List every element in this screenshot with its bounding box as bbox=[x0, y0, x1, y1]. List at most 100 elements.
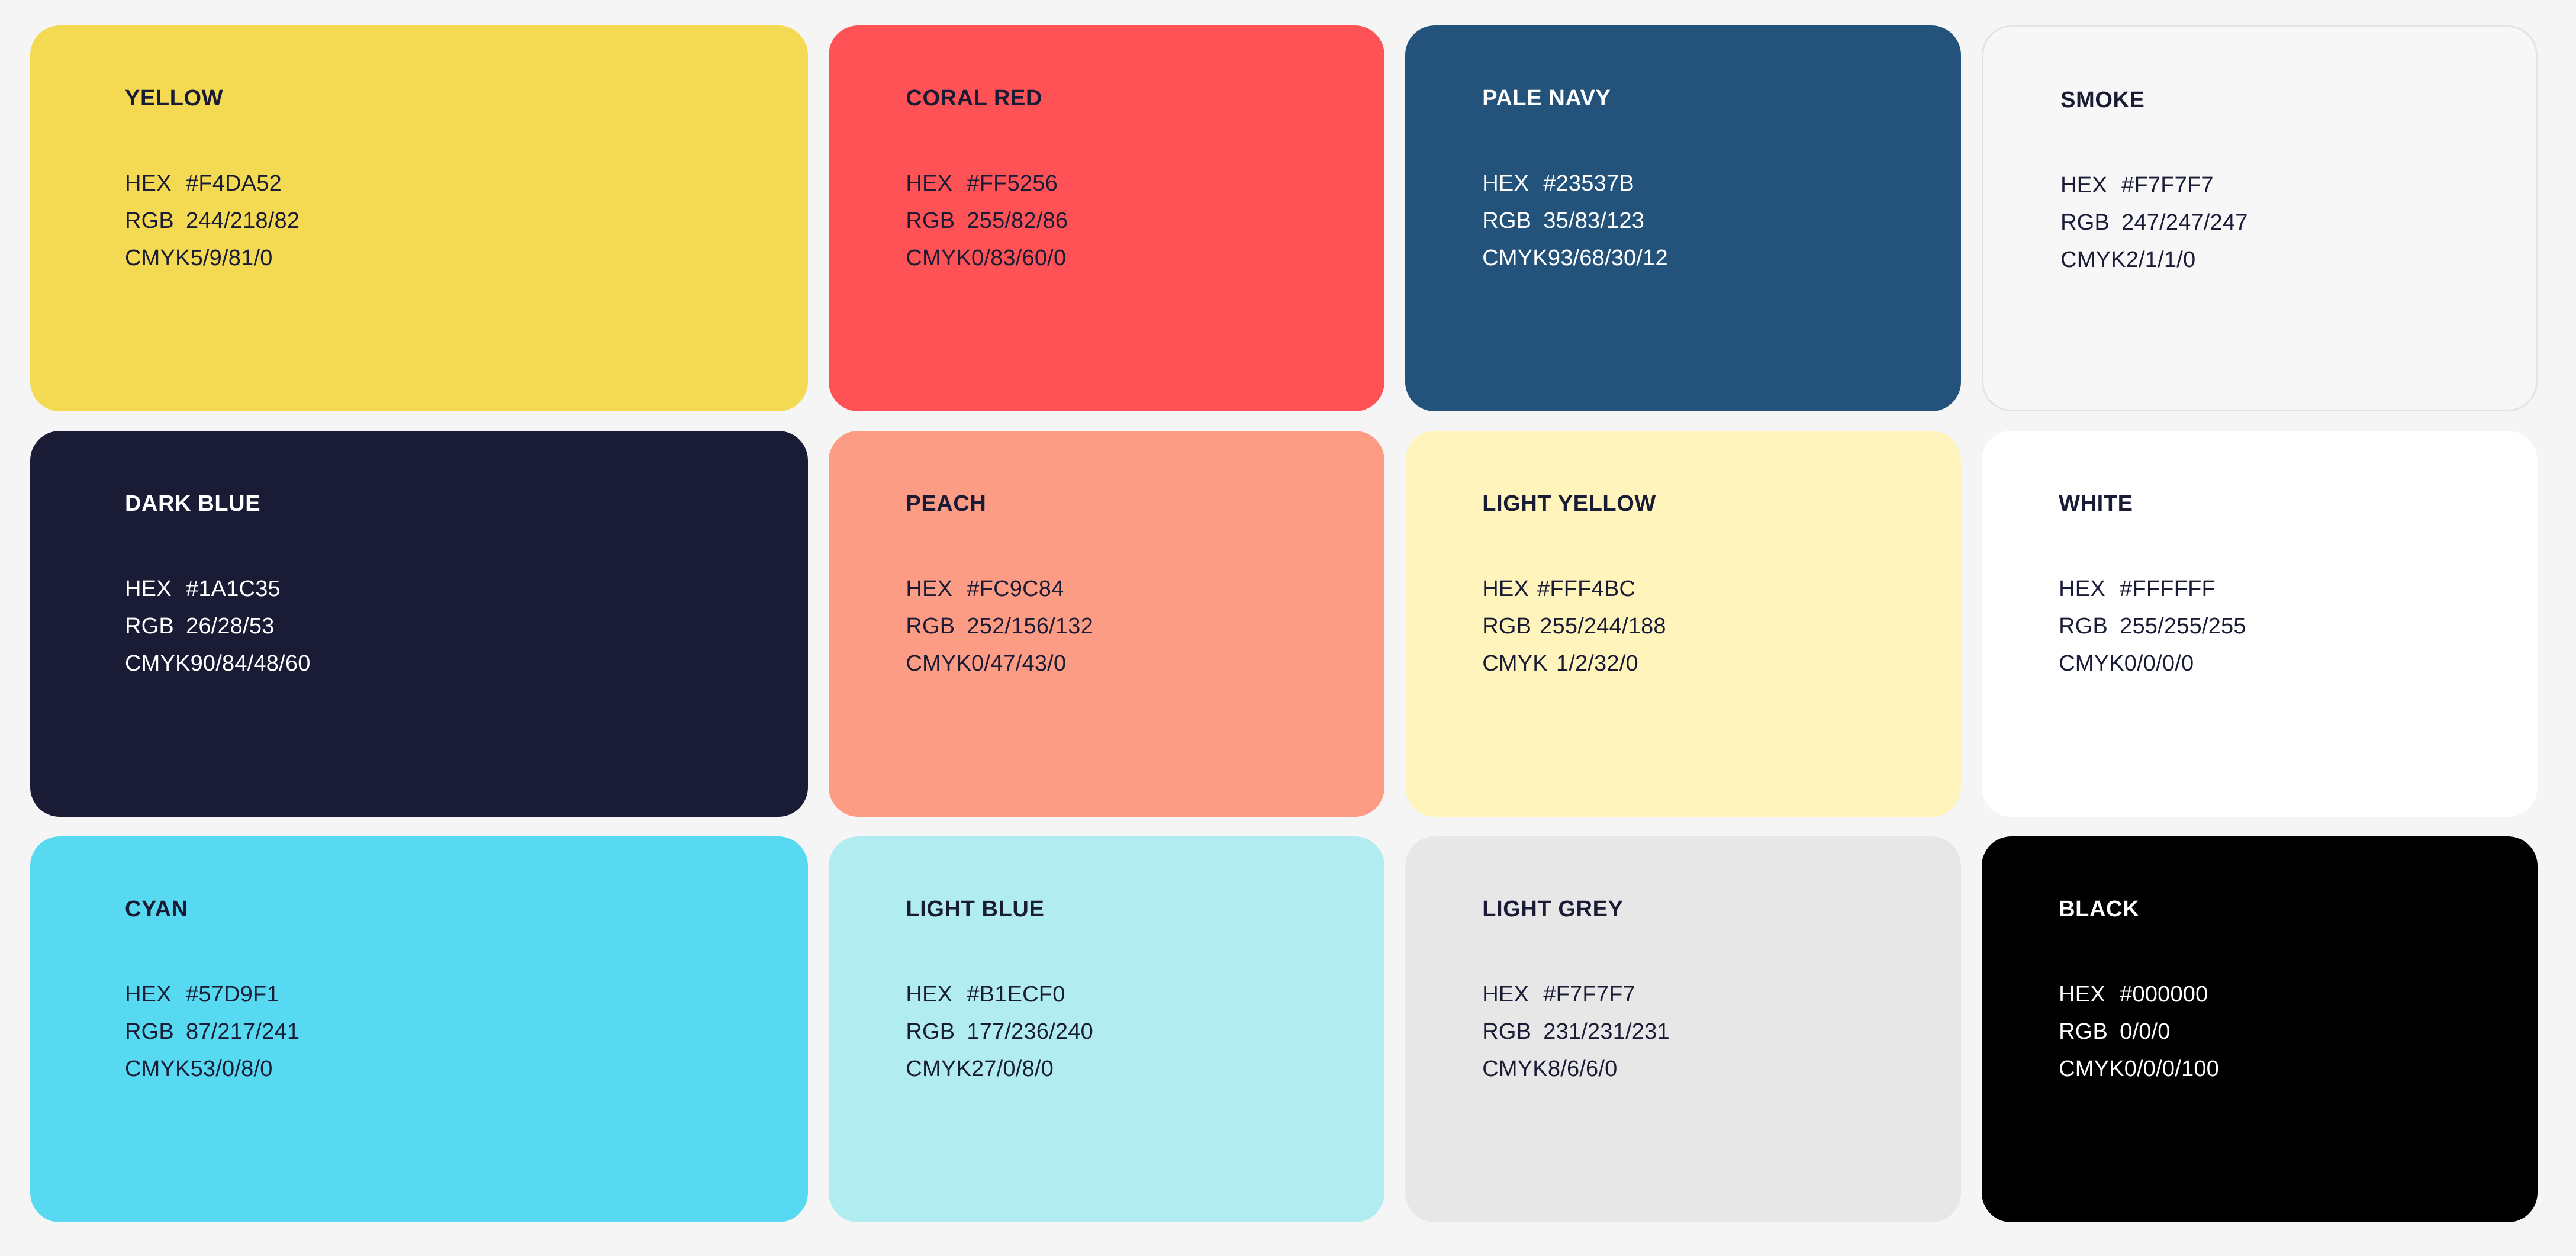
cmyk-label: CMYK bbox=[906, 246, 971, 270]
hex-label: HEX bbox=[1482, 982, 1529, 1007]
color-swatch-card: YELLOW HEX #F4DA52 RGB 244/218/82 CMYK5/9/… bbox=[30, 25, 809, 411]
hex-row: HEX #FC9C84 bbox=[906, 571, 1349, 608]
cmyk-row: CMYK0/0/0/0 bbox=[2059, 645, 2502, 682]
hex-value: #57D9F1 bbox=[186, 982, 279, 1007]
rgb-label: RGB bbox=[906, 614, 955, 639]
rgb-label: RGB bbox=[2060, 210, 2110, 235]
hex-value: #FFF4BC bbox=[1537, 577, 1636, 601]
cmyk-row: CMYK2/1/1/0 bbox=[2060, 241, 2500, 279]
hex-row: HEX #23537B bbox=[1482, 165, 1925, 202]
rgb-label: RGB bbox=[1482, 1019, 1532, 1044]
cmyk-value: 0/0/0/0 bbox=[2124, 651, 2194, 676]
cmyk-label: CMYK bbox=[1482, 1057, 1548, 1081]
cmyk-value: 0/0/0/100 bbox=[2124, 1057, 2219, 1081]
rgb-row: RGB 87/217/241 bbox=[125, 1013, 772, 1051]
hex-row: HEX #FF5256 bbox=[906, 165, 1349, 202]
rgb-value: 247/247/247 bbox=[2121, 210, 2248, 235]
swatch-name: CORAL RED bbox=[906, 86, 1043, 111]
cmyk-value: 8/6/6/0 bbox=[1547, 1057, 1618, 1081]
cmyk-row: CMYK0/47/43/0 bbox=[906, 645, 1349, 682]
hex-value: #000000 bbox=[2120, 982, 2208, 1007]
color-swatch-card: LIGHT BLUE HEX #B1ECF0 RGB 177/236/240 CMY… bbox=[829, 836, 1385, 1222]
color-swatch-card: BLACK HEX #000000 RGB 0/0/0 CMYK0/0/0/100 bbox=[1982, 836, 2538, 1222]
hex-label: HEX bbox=[2060, 173, 2107, 198]
hex-label: HEX bbox=[125, 982, 172, 1007]
hex-row: HEX #FFF4BC bbox=[1482, 571, 1925, 608]
cmyk-label: CMYK bbox=[906, 651, 971, 676]
swatch-name: PALE NAVY bbox=[1482, 86, 1611, 111]
hex-label: HEX bbox=[906, 577, 953, 601]
rgb-label: RGB bbox=[125, 208, 174, 233]
hex-label: HEX bbox=[125, 171, 172, 196]
hex-label: HEX bbox=[2059, 577, 2105, 601]
cmyk-value: 1/2/32/0 bbox=[1556, 651, 1638, 676]
rgb-label: RGB bbox=[2059, 614, 2108, 639]
color-swatch-card: SMOKE HEX #F7F7F7 RGB 247/247/247 CMYK2/1/… bbox=[1982, 25, 2538, 411]
hex-label: HEX bbox=[125, 577, 172, 601]
hex-value: #B1ECF0 bbox=[967, 982, 1065, 1007]
rgb-label: RGB bbox=[906, 208, 955, 233]
swatch-specs: HEX #F7F7F7 RGB 247/247/247 CMYK2/1/1/0 bbox=[2060, 167, 2500, 279]
swatch-specs: HEX #B1ECF0 RGB 177/236/240 CMYK27/0/8/0 bbox=[906, 976, 1349, 1088]
swatch-name: SMOKE bbox=[2060, 88, 2145, 112]
cmyk-value: 2/1/1/0 bbox=[2126, 247, 2196, 272]
cmyk-label: CMYK bbox=[2060, 247, 2126, 272]
cmyk-label: CMYK bbox=[2059, 1057, 2124, 1081]
hex-row: HEX #B1ECF0 bbox=[906, 976, 1349, 1013]
rgb-row: RGB 252/156/132 bbox=[906, 608, 1349, 645]
hex-label: HEX bbox=[2059, 982, 2105, 1007]
hex-label: HEX bbox=[1482, 577, 1529, 601]
rgb-row: RGB 231/231/231 bbox=[1482, 1013, 1925, 1051]
swatch-name: LIGHT YELLOW bbox=[1482, 491, 1656, 516]
rgb-row: RGB 255/244/188 bbox=[1482, 608, 1925, 645]
cmyk-row: CMYK27/0/8/0 bbox=[906, 1051, 1349, 1088]
rgb-row: RGB 255/255/255 bbox=[2059, 608, 2502, 645]
swatch-name: CYAN bbox=[125, 897, 188, 922]
rgb-label: RGB bbox=[125, 614, 174, 639]
swatch-specs: HEX #FFFFFF RGB 255/255/255 CMYK0/0/0/0 bbox=[2059, 571, 2502, 682]
cmyk-row: CMYK53/0/8/0 bbox=[125, 1051, 772, 1088]
swatch-name: LIGHT GREY bbox=[1482, 897, 1624, 922]
hex-value: #1A1C35 bbox=[186, 577, 281, 601]
cmyk-value: 53/0/8/0 bbox=[190, 1057, 273, 1081]
rgb-value: 26/28/53 bbox=[186, 614, 275, 639]
cmyk-row: CMYK93/68/30/12 bbox=[1482, 240, 1925, 277]
rgb-value: 231/231/231 bbox=[1543, 1019, 1670, 1044]
cmyk-row: CMYK 1/2/32/0 bbox=[1482, 645, 1925, 682]
rgb-row: RGB 177/236/240 bbox=[906, 1013, 1349, 1051]
rgb-row: RGB 26/28/53 bbox=[125, 608, 772, 645]
rgb-label: RGB bbox=[1482, 208, 1532, 233]
swatch-specs: HEX #FF5256 RGB 255/82/86 CMYK0/83/60/0 bbox=[906, 165, 1349, 277]
hex-row: HEX #F7F7F7 bbox=[2060, 167, 2500, 204]
swatch-name: DARK BLUE bbox=[125, 491, 261, 516]
swatch-name: PEACH bbox=[906, 491, 987, 516]
swatch-name: WHITE bbox=[2059, 491, 2133, 516]
swatch-specs: HEX #FC9C84 RGB 252/156/132 CMYK0/47/43/0 bbox=[906, 571, 1349, 682]
hex-row: HEX #F7F7F7 bbox=[1482, 976, 1925, 1013]
cmyk-value: 0/47/43/0 bbox=[971, 651, 1067, 676]
rgb-row: RGB 35/83/123 bbox=[1482, 202, 1925, 240]
rgb-value: 255/244/188 bbox=[1540, 614, 1666, 639]
swatch-specs: HEX #1A1C35 RGB 26/28/53 CMYK90/84/48/60 bbox=[125, 571, 772, 682]
rgb-value: 252/156/132 bbox=[967, 614, 1093, 639]
rgb-row: RGB 244/218/82 bbox=[125, 202, 772, 240]
hex-value: #F7F7F7 bbox=[1543, 982, 1635, 1007]
cmyk-value: 27/0/8/0 bbox=[971, 1057, 1054, 1081]
hex-value: #23537B bbox=[1543, 171, 1634, 196]
rgb-label: RGB bbox=[2059, 1019, 2108, 1044]
cmyk-row: CMYK8/6/6/0 bbox=[1482, 1051, 1925, 1088]
hex-row: HEX #F4DA52 bbox=[125, 165, 772, 202]
color-swatch-card: WHITE HEX #FFFFFF RGB 255/255/255 CMYK0/0/… bbox=[1982, 431, 2538, 817]
cmyk-label: CMYK bbox=[125, 246, 191, 270]
swatch-specs: HEX #F7F7F7 RGB 231/231/231 CMYK8/6/6/0 bbox=[1482, 976, 1925, 1088]
rgb-value: 255/82/86 bbox=[967, 208, 1068, 233]
cmyk-row: CMYK0/83/60/0 bbox=[906, 240, 1349, 277]
rgb-value: 244/218/82 bbox=[186, 208, 300, 233]
swatch-name: BLACK bbox=[2059, 897, 2140, 922]
cmyk-label: CMYK bbox=[1482, 246, 1548, 270]
swatch-specs: HEX #23537B RGB 35/83/123 CMYK93/68/30/12 bbox=[1482, 165, 1925, 277]
cmyk-label: CMYK bbox=[125, 651, 191, 676]
color-swatch-card: LIGHT YELLOW HEX #FFF4BC RGB 255/244/188 C… bbox=[1405, 431, 1962, 817]
hex-value: #F4DA52 bbox=[186, 171, 282, 196]
color-swatch-card: LIGHT GREY HEX #F7F7F7 RGB 231/231/231 CMY… bbox=[1405, 836, 1962, 1222]
